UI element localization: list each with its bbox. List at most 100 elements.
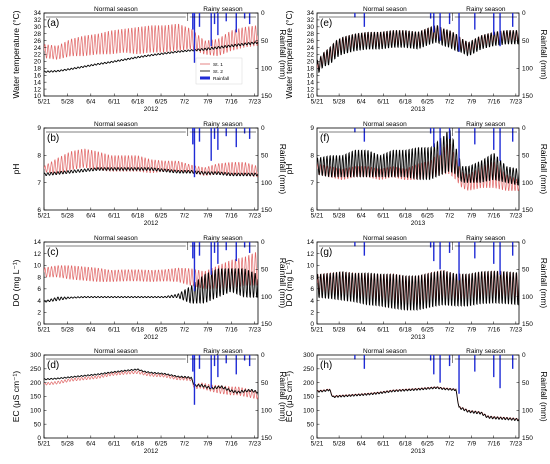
y-tick-label: 6 [310, 286, 314, 293]
y-tick-label: 16 [34, 72, 42, 79]
rain-tick-label: 150 [522, 435, 533, 442]
x-tick-label: 5/21 [311, 441, 324, 448]
rain-tick-label: 50 [522, 380, 530, 387]
y-tick-label: 9 [310, 125, 314, 132]
panel-label: (a) [47, 18, 59, 29]
y-axis-label: EC (μS cm⁻¹) [284, 371, 294, 423]
season-label-rainy: Rainy season [466, 6, 506, 13]
y-tick-label: 30 [307, 24, 315, 31]
rainfall-axis-label: Rainfall (mm) [539, 371, 549, 422]
season-label-normal: Normal season [94, 235, 138, 242]
x-tick-label: 6/11 [108, 327, 121, 334]
x-tick-label: 7/2 [180, 99, 189, 106]
y-axis-label: Water temperature (°C) [11, 10, 21, 98]
x-tick-label: 6/25 [155, 327, 168, 334]
x-tick-label: 7/23 [510, 99, 523, 106]
season-label-rainy: Rainy season [466, 121, 506, 128]
rainfall-axis-label: Rainfall (mm) [278, 258, 288, 309]
x-tick-label: 6/11 [377, 213, 390, 220]
y-tick-label: 26 [307, 38, 315, 45]
x-tick-label: 6/11 [377, 327, 390, 334]
rain-tick-label: 50 [522, 38, 530, 45]
x-tick-label: 7/9 [203, 441, 212, 448]
panel-label: (h) [320, 360, 332, 371]
y-tick-label: 14 [307, 79, 315, 86]
panel-h: Normal season Rainy season 0 50 100 150 200 250… [284, 348, 549, 455]
rain-tick-label: 50 [261, 267, 269, 274]
x-tick-label: 5/21 [311, 213, 324, 220]
year-label: 2012 [144, 106, 159, 113]
y-tick-label: 300 [303, 352, 314, 359]
x-tick-label: 6/25 [421, 441, 434, 448]
y-tick-label: 26 [34, 38, 42, 45]
y-tick-label: 34 [307, 10, 315, 17]
y-tick-label: 6 [310, 207, 314, 214]
panel-label: (g) [320, 247, 332, 258]
x-tick-label: 7/16 [487, 213, 500, 220]
y-tick-label: 22 [34, 52, 42, 59]
season-label-normal: Normal season [94, 6, 138, 13]
plot-area [317, 128, 519, 191]
y-tick-label: 2 [37, 309, 41, 316]
x-tick-label: 7/16 [225, 327, 238, 334]
x-tick-label: 5/28 [333, 99, 346, 106]
series-line-st-2 [44, 368, 258, 394]
y-tick-label: 4 [37, 298, 41, 305]
x-tick-label: 5/28 [61, 213, 74, 220]
y-tick-label: 16 [307, 72, 315, 79]
rainfall-axis-label: Rainfall (mm) [539, 258, 549, 309]
year-label: 2012 [144, 334, 159, 341]
season-label-rainy: Rainy season [466, 235, 506, 242]
rain-tick-label: 150 [261, 435, 272, 442]
x-tick-label: 7/9 [467, 327, 476, 334]
plot-area [317, 355, 519, 422]
rain-tick-label: 0 [522, 352, 526, 359]
plot-frame [316, 12, 520, 97]
x-tick-label: 5/21 [38, 441, 51, 448]
rain-tick-label: 50 [522, 267, 530, 274]
panel-g: Normal season Rainy season 0 2 4 6 8 10 12 14 0 50 1… [284, 235, 549, 341]
x-tick-label: 7/2 [180, 441, 189, 448]
y-tick-label: 200 [30, 380, 41, 387]
x-tick-label: 5/21 [38, 213, 51, 220]
y-tick-label: 8 [37, 153, 41, 160]
y-tick-label: 28 [34, 31, 42, 38]
y-tick-label: 0 [37, 435, 41, 442]
panel-d: Normal season Rainy season 0 50 100 150 200 250… [11, 348, 288, 455]
y-axis-label: pH [11, 164, 21, 175]
x-tick-label: 5/28 [333, 213, 346, 220]
year-label: 2013 [411, 448, 426, 455]
y-tick-label: 34 [34, 10, 42, 17]
x-tick-label: 7/16 [225, 213, 238, 220]
x-tick-label: 6/18 [131, 441, 144, 448]
y-tick-label: 20 [307, 59, 315, 66]
rainfall-axis-label: Rainfall (mm) [539, 29, 549, 80]
x-tick-label: 5/21 [38, 327, 51, 334]
y-tick-label: 12 [34, 86, 42, 93]
x-tick-label: 6/18 [131, 99, 144, 106]
y-tick-label: 22 [307, 52, 315, 59]
panel-label: (e) [320, 18, 332, 29]
y-tick-label: 20 [34, 59, 42, 66]
year-label: 2012 [144, 448, 159, 455]
legend-label: St. 2 [213, 69, 223, 75]
panel-label: (b) [47, 133, 59, 144]
x-tick-label: 7/9 [203, 213, 212, 220]
y-tick-label: 9 [37, 125, 41, 132]
x-tick-label: 7/2 [445, 327, 454, 334]
series-line-st-2 [44, 41, 258, 73]
rainfall-axis-label: Rainfall (mm) [278, 371, 288, 422]
y-tick-label: 32 [34, 17, 42, 24]
x-tick-label: 7/9 [467, 99, 476, 106]
y-axis-label: DO (mg L⁻¹) [11, 259, 21, 306]
plot-area [44, 13, 258, 73]
rain-tick-label: 50 [261, 153, 269, 160]
x-tick-label: 5/21 [311, 327, 324, 334]
x-tick-label: 7/2 [180, 213, 189, 220]
plot-area [317, 13, 519, 74]
season-label-normal: Normal season [363, 6, 407, 13]
y-tick-label: 150 [303, 394, 314, 401]
series-line-st-2 [317, 25, 519, 74]
x-tick-label: 6/11 [108, 441, 121, 448]
x-tick-label: 7/23 [510, 327, 523, 334]
